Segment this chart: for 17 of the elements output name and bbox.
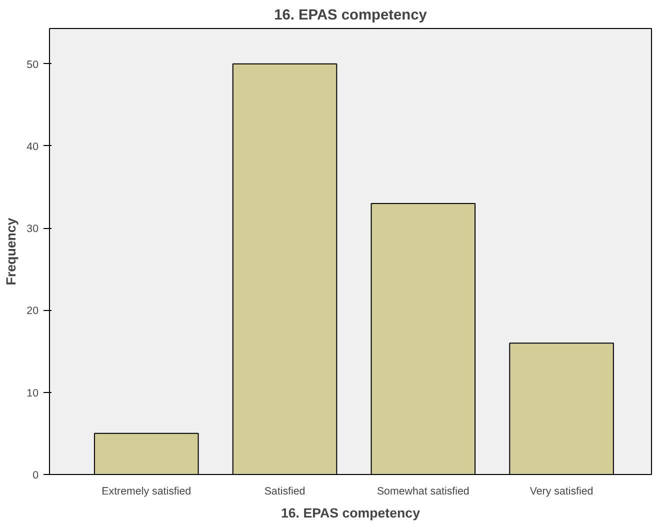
y-tick-label: 30: [26, 223, 39, 236]
chart-title: 16. EPAS competency: [274, 8, 428, 24]
bar: [232, 63, 338, 474]
y-tick-label: 10: [26, 387, 39, 400]
x-tick-label: Somewhat satisfied: [376, 486, 470, 498]
x-tick-label: Extremely satisfied: [102, 486, 192, 498]
x-tick-label: Satisfied: [264, 486, 306, 498]
bar: [370, 202, 476, 474]
bar: [94, 432, 199, 474]
x-axis-title: 16. EPAS competency: [280, 506, 421, 520]
y-tick-label: 50: [26, 58, 39, 71]
y-tick-label: 40: [26, 140, 39, 153]
y-axis-title: Frequency: [4, 217, 19, 286]
bar: [509, 342, 614, 474]
y-tick-label: 0: [32, 470, 39, 482]
y-tick-label: 20: [26, 305, 39, 318]
x-tick-label: Very satisfied: [530, 486, 594, 498]
